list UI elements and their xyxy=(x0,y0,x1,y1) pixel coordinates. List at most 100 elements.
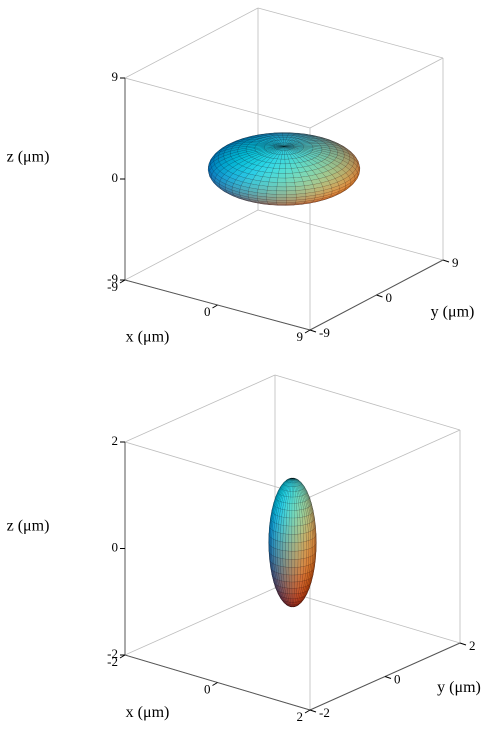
mesh-face xyxy=(294,574,298,583)
mesh-face xyxy=(304,572,308,581)
mesh-face xyxy=(308,539,312,550)
mesh-face xyxy=(291,581,295,589)
mesh-face xyxy=(303,593,307,600)
mesh-face xyxy=(293,604,297,607)
mesh-face xyxy=(352,169,358,177)
mesh-face xyxy=(282,558,287,568)
box-edge xyxy=(124,209,259,281)
mesh-face xyxy=(292,478,296,480)
mesh-face xyxy=(287,133,295,136)
mesh-face xyxy=(302,133,313,136)
mesh-face xyxy=(294,550,299,560)
x-tick xyxy=(212,682,218,686)
mesh-face xyxy=(276,190,287,195)
mesh-face xyxy=(286,190,297,195)
y-tick-label: -9 xyxy=(319,325,330,340)
y-tick xyxy=(459,642,467,646)
mesh-face xyxy=(337,188,346,195)
mesh-face xyxy=(303,145,314,149)
mesh-face xyxy=(289,478,293,480)
box-edge xyxy=(274,587,461,644)
mesh-face xyxy=(282,133,289,136)
y-tick xyxy=(309,329,317,333)
mesh-face xyxy=(297,602,301,606)
mesh-face xyxy=(303,557,307,567)
mesh-face xyxy=(308,514,312,524)
mesh-face xyxy=(285,172,294,179)
mesh-face xyxy=(285,533,290,543)
mesh-face xyxy=(293,203,304,206)
mesh-face xyxy=(337,152,345,158)
mesh-face xyxy=(294,525,299,535)
mesh-face xyxy=(314,190,325,196)
x-tick-label: 9 xyxy=(297,329,304,344)
mesh-face xyxy=(278,168,286,174)
y-tick xyxy=(309,709,317,713)
mesh-face xyxy=(283,143,293,147)
mesh-face xyxy=(294,567,299,576)
mesh-face xyxy=(302,516,306,526)
mesh-face xyxy=(282,541,286,551)
mesh-face xyxy=(303,532,307,542)
mesh-face xyxy=(312,510,315,520)
mesh-face xyxy=(297,558,302,568)
mesh-face xyxy=(288,550,293,560)
box-edge xyxy=(124,7,259,79)
mesh-face xyxy=(331,172,342,179)
mesh-face xyxy=(283,144,293,147)
mesh-face xyxy=(354,172,359,180)
mesh-face xyxy=(286,581,290,589)
mesh-face xyxy=(296,601,300,605)
x-tick-label: 0 xyxy=(204,304,211,319)
box-edge xyxy=(124,587,276,656)
box-edge xyxy=(124,374,276,443)
mesh-face xyxy=(291,567,296,576)
mesh-face xyxy=(289,503,293,511)
mesh-face xyxy=(282,533,287,543)
mesh-face xyxy=(285,558,290,568)
mesh-face xyxy=(293,598,297,603)
mesh-face xyxy=(310,555,313,565)
z-axis-label: z (μm) xyxy=(7,518,50,535)
mesh-face xyxy=(297,517,301,527)
mesh-face xyxy=(297,525,301,535)
mesh-face xyxy=(312,147,323,152)
mesh-face xyxy=(296,134,306,138)
mesh-face xyxy=(301,202,312,205)
mesh-face xyxy=(286,574,290,583)
y-tick-label: 0 xyxy=(386,290,393,305)
mesh-face xyxy=(282,550,286,560)
box-edge xyxy=(274,374,461,431)
mesh-face xyxy=(283,146,293,150)
mesh-face xyxy=(297,533,302,543)
mesh-face xyxy=(305,578,309,587)
mesh-face xyxy=(345,169,353,177)
mesh-face xyxy=(279,549,284,559)
box-edge xyxy=(257,209,444,261)
mesh-face xyxy=(288,517,293,527)
mesh-face xyxy=(300,566,304,575)
mesh-face xyxy=(332,165,343,173)
mesh-face xyxy=(279,557,284,567)
mesh-face xyxy=(274,144,285,147)
mesh-face xyxy=(290,598,293,603)
mesh-face xyxy=(292,478,295,481)
mesh-face xyxy=(293,176,304,183)
mesh-face xyxy=(310,538,313,549)
mesh-face xyxy=(306,540,310,550)
mesh-face xyxy=(289,510,293,519)
mesh-face xyxy=(268,177,279,183)
mesh-face xyxy=(338,145,348,151)
mesh-face xyxy=(288,525,293,535)
mesh-face xyxy=(295,189,306,195)
mesh-face xyxy=(277,173,287,179)
mesh-face xyxy=(276,197,287,201)
mesh-face xyxy=(295,201,306,204)
mesh-face xyxy=(291,517,295,527)
mesh-face xyxy=(267,181,278,187)
x-tick xyxy=(212,304,218,309)
mesh-face xyxy=(286,186,297,192)
mesh-face xyxy=(293,601,296,605)
mesh-face xyxy=(279,163,286,169)
